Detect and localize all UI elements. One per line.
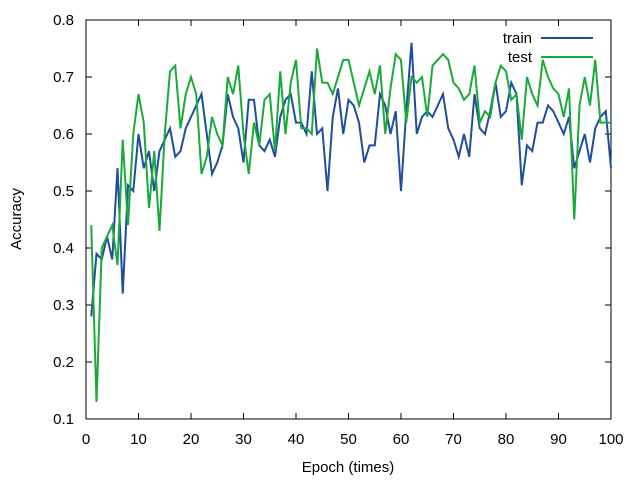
x-tick-label-10: 10 — [130, 431, 147, 448]
x-tick-label-90: 90 — [550, 431, 567, 448]
y-tick-label-0.3: 0.3 — [53, 297, 74, 314]
series-lines — [91, 43, 611, 402]
y-tick-label-0.6: 0.6 — [53, 126, 74, 143]
y-tick-label-0.7: 0.7 — [53, 69, 74, 86]
x-tick-label-30: 30 — [235, 431, 252, 448]
x-tick-label-60: 60 — [393, 431, 410, 448]
legend-label-train: train — [503, 30, 532, 47]
x-tick-label-70: 70 — [445, 431, 462, 448]
x-axis-label: Epoch (times) — [302, 459, 395, 476]
y-axis-label: Accuracy — [8, 188, 25, 250]
x-tick-label-40: 40 — [288, 431, 305, 448]
y-tick-label-0.8: 0.8 — [53, 12, 74, 29]
x-tick-label-20: 20 — [183, 431, 200, 448]
legend-label-test: test — [508, 49, 533, 66]
y-tick-label-0.5: 0.5 — [53, 183, 74, 200]
x-tick-label-50: 50 — [340, 431, 357, 448]
x-tick-label-80: 80 — [498, 431, 515, 448]
plot-frame — [86, 20, 611, 419]
y-tick-label-0.4: 0.4 — [53, 240, 74, 257]
y-tick-label-0.1: 0.1 — [53, 411, 74, 428]
x-tick-label-0: 0 — [82, 431, 90, 448]
legend: train test — [503, 30, 593, 66]
y-tick-label-0.2: 0.2 — [53, 354, 74, 371]
x-tick-label-100: 100 — [598, 431, 623, 448]
